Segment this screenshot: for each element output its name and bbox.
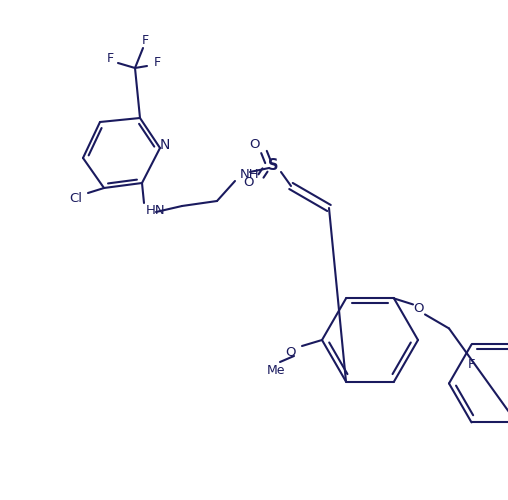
Text: NH: NH: [240, 168, 260, 180]
Text: O: O: [249, 138, 259, 150]
Text: Cl: Cl: [70, 192, 82, 204]
Text: N: N: [160, 138, 170, 152]
Text: O: O: [285, 346, 296, 360]
Text: F: F: [141, 34, 148, 46]
Text: F: F: [153, 56, 161, 70]
Text: F: F: [468, 358, 475, 371]
Text: O: O: [243, 176, 253, 190]
Text: Me: Me: [267, 364, 285, 378]
Text: HN: HN: [146, 204, 166, 218]
Text: O: O: [414, 302, 424, 315]
Text: F: F: [107, 52, 114, 64]
Text: S: S: [268, 158, 278, 174]
